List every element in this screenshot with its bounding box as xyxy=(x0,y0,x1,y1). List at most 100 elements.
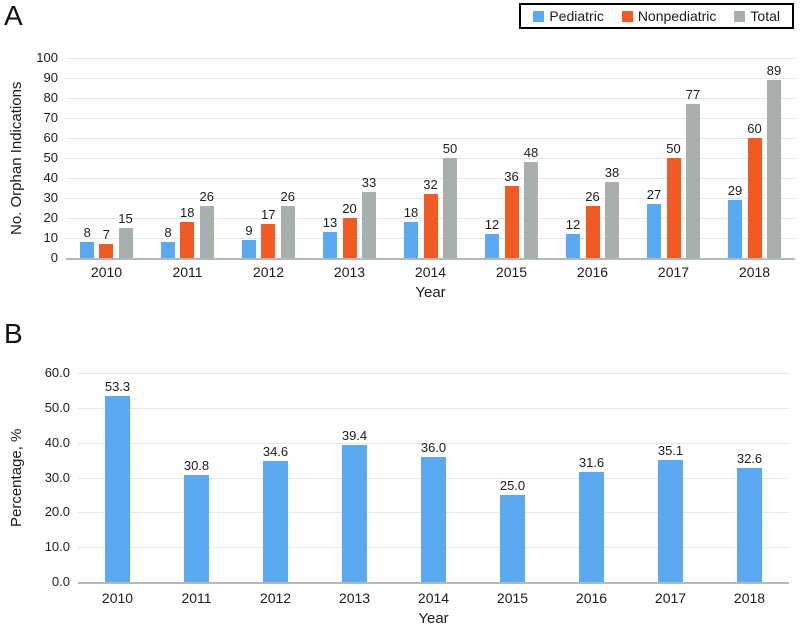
x-tick-label: 2017 xyxy=(657,264,690,280)
value-label: 33 xyxy=(361,175,377,190)
bar xyxy=(242,240,257,258)
bar-column: 39.4 xyxy=(315,373,394,582)
bar-group: 12 36 48 xyxy=(485,146,538,258)
bar xyxy=(261,224,276,258)
bar-with-label: 29 xyxy=(728,184,742,258)
value-label: 26 xyxy=(585,189,600,204)
bar-column: 8 7 15 xyxy=(66,58,147,258)
value-label: 30.8 xyxy=(183,457,210,473)
bar-group: 36.0 xyxy=(421,441,446,582)
gridline xyxy=(66,158,795,159)
bar xyxy=(504,186,519,258)
bar xyxy=(579,471,604,582)
bar-with-label: 39.4 xyxy=(342,429,367,582)
x-tick-label: 2017 xyxy=(654,590,687,606)
value-label: 7 xyxy=(102,227,110,242)
x-tick-label: 2014 xyxy=(414,264,447,280)
bar-columns: 8 7 15 8 18 26 9 17 26 13 20 33 18 32 50 12 36 48 12 26 38 27… xyxy=(66,58,795,258)
plot-area-b: 53.3 30.8 34.6 39.4 36.0 25.0 31.6 35.1 32.6 xyxy=(78,373,789,584)
bar-with-label: 15 xyxy=(118,211,133,258)
bar-group: 39.4 xyxy=(342,429,367,582)
bar xyxy=(604,182,619,258)
x-axis-title-b: Year xyxy=(418,610,449,627)
bar-with-label: 12 xyxy=(566,218,580,258)
bar-with-label: 13 xyxy=(323,216,337,258)
bar-column: 29 60 89 xyxy=(714,58,795,258)
value-label: 36 xyxy=(504,169,519,184)
bar xyxy=(80,242,95,258)
bar-with-label: 31.6 xyxy=(579,456,604,582)
x-tick-label: 2018 xyxy=(738,264,771,280)
bar-group: 29 60 89 xyxy=(728,64,781,258)
bar-column: 13 20 33 xyxy=(309,58,390,258)
value-label: 20 xyxy=(342,201,357,216)
gridline xyxy=(78,442,789,444)
gridline xyxy=(66,138,795,139)
bar xyxy=(280,206,295,258)
y-tick-label: 80 xyxy=(43,90,58,105)
y-ticks-a: 0 10 20 30 40 50 60 70 80 90 100 xyxy=(18,50,58,265)
y-tick-label: 40.0 xyxy=(44,434,70,450)
bar xyxy=(118,228,133,258)
value-label: 31.6 xyxy=(578,454,605,470)
value-label: 18 xyxy=(403,205,419,220)
bar-with-label: 27 xyxy=(647,188,661,258)
bar-group: 8 18 26 xyxy=(161,190,214,258)
bar-group: 35.1 xyxy=(658,444,683,582)
bar-with-label: 20 xyxy=(342,201,357,258)
bar-column: 12 26 38 xyxy=(552,58,633,258)
y-tick-label: 20.0 xyxy=(44,504,70,520)
x-tick-label: 2010 xyxy=(90,264,123,280)
value-label: 32 xyxy=(423,177,438,192)
bar xyxy=(647,204,662,258)
bar-with-label: 50 xyxy=(666,142,681,258)
legend-label-pediatric: Pediatric xyxy=(549,8,604,24)
value-label: 35.1 xyxy=(657,442,684,458)
value-label: 77 xyxy=(685,87,701,102)
bar xyxy=(585,206,600,258)
bar-with-label: 8 xyxy=(80,225,95,258)
bar-with-label: 26 xyxy=(200,190,214,258)
bar-column: 53.3 xyxy=(78,373,157,582)
x-tick-label: 2013 xyxy=(338,590,371,606)
bar-group: 12 26 38 xyxy=(566,166,619,258)
value-label: 13 xyxy=(322,215,338,230)
bar xyxy=(423,194,438,258)
value-label: 8 xyxy=(83,225,91,240)
x-ticks-b: 2010 2011 2012 2013 2014 2015 2016 2017 2018 xyxy=(78,589,789,607)
y-tick-label: 50.0 xyxy=(44,399,70,415)
nonpediatric-swatch xyxy=(621,10,633,22)
x-tick-label: 2015 xyxy=(496,590,529,606)
bar xyxy=(666,158,681,258)
bar-column: 25.0 xyxy=(473,373,552,582)
bar-with-label: 18 xyxy=(180,206,195,258)
value-label: 32.6 xyxy=(736,451,763,467)
y-tick-label: 0.0 xyxy=(51,574,70,589)
bar xyxy=(500,494,525,582)
value-label: 12 xyxy=(484,217,500,232)
bar xyxy=(728,200,743,258)
bar-column: 12 36 48 xyxy=(471,58,552,258)
y-tick-label: 60.0 xyxy=(44,365,70,380)
y-axis-title-b: Percentage, % xyxy=(8,428,25,527)
legend: Pediatric Nonpediatric Total xyxy=(519,3,794,29)
bar-with-label: 9 xyxy=(242,224,257,258)
bar-with-label: 36 xyxy=(504,169,519,258)
value-label: 26 xyxy=(199,189,214,204)
bar-column: 34.6 xyxy=(236,373,315,582)
gridline xyxy=(66,78,795,79)
value-label: 15 xyxy=(118,211,133,226)
bar xyxy=(184,474,209,582)
x-tick-label: 2016 xyxy=(576,264,609,280)
bar-with-label: 34.6 xyxy=(263,445,288,582)
value-label: 26 xyxy=(280,189,295,204)
x-tick-label: 2016 xyxy=(575,590,608,606)
bar xyxy=(685,104,700,258)
bar-with-label: 7 xyxy=(99,227,114,258)
bar-group: 13 20 33 xyxy=(323,176,376,258)
bar xyxy=(658,459,683,582)
bar-group: 27 50 77 xyxy=(647,88,700,258)
value-label: 38 xyxy=(604,165,620,180)
bar-with-label: 25.0 xyxy=(500,479,525,582)
